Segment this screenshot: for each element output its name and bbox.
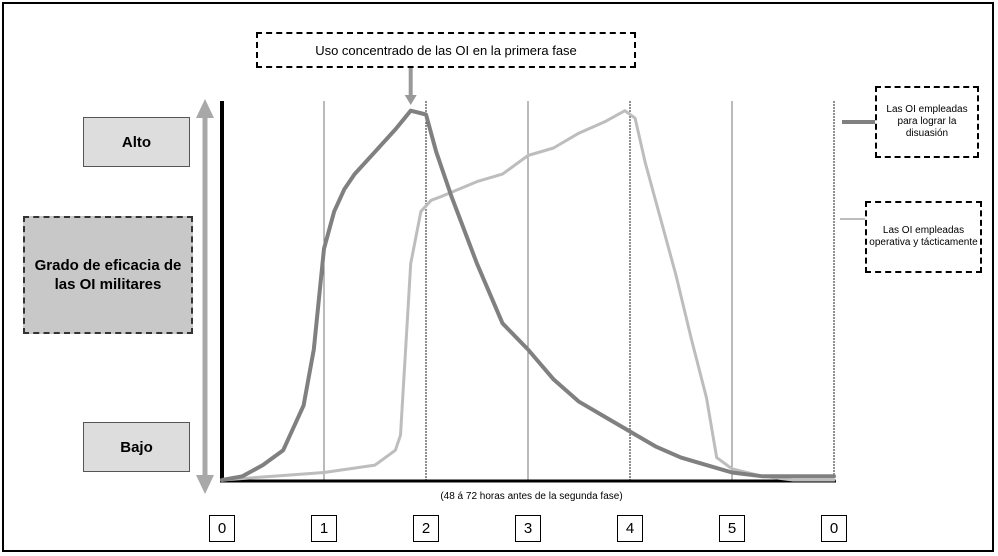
x-tick-label: 0 <box>821 515 847 542</box>
y-scale-arrow-down-icon <box>196 475 214 494</box>
y-scale-arrow-up-icon <box>196 99 214 118</box>
y-level-high-label: Alto <box>83 117 190 167</box>
series-line-1 <box>220 109 836 482</box>
y-axis-title: Grado de eficacia de las OI militares <box>23 216 193 334</box>
chart-canvas <box>196 68 875 494</box>
x-tick-label: 4 <box>617 515 643 542</box>
x-axis-title: (48 á 72 horas antes de la segunda fase) <box>440 491 623 502</box>
x-tick-label: 3 <box>515 515 541 542</box>
x-tick-label: 2 <box>413 515 439 542</box>
legend-entry-operational: Las OI empleadas operativa y tácticament… <box>865 201 982 273</box>
y-level-low-label: Bajo <box>83 422 190 472</box>
annotation-arrow-icon <box>404 95 417 105</box>
series-line-0 <box>220 108 836 482</box>
x-tick-label: 1 <box>311 515 337 542</box>
x-tick-label: 0 <box>209 515 235 542</box>
x-tick-label: 5 <box>719 515 745 542</box>
annotation-box: Uso concentrado de las OI en la primera … <box>256 32 636 68</box>
legend-entry-deterrence: Las OI empleadas para lograr la disuasió… <box>875 86 979 158</box>
